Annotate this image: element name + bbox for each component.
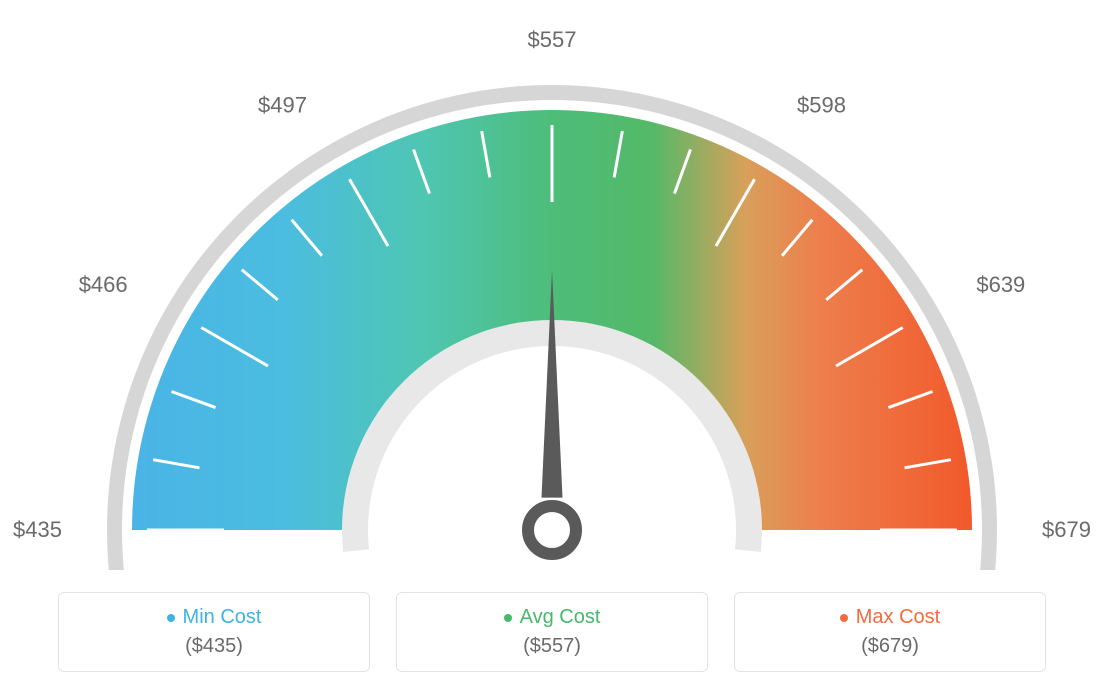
tick-label: $557 [528, 27, 577, 52]
legend-row: Min Cost ($435) Avg Cost ($557) Max Cost ($67… [0, 592, 1104, 672]
legend-dot-icon [504, 614, 512, 622]
legend-dot-icon [167, 614, 175, 622]
legend-label: Min Cost [183, 606, 262, 629]
legend-box: Max Cost ($679) [734, 592, 1046, 672]
tick-label: $639 [976, 272, 1025, 297]
legend-dot-icon [840, 614, 848, 622]
legend-value: ($435) [185, 635, 243, 658]
gauge-svg: $435 $466 $497 $557 $598 $639 $679 [0, 0, 1104, 570]
legend-value: ($679) [861, 635, 919, 658]
cost-gauge-chart: $435 $466 $497 $557 $598 $639 $679 Min Cost ($4… [0, 0, 1104, 690]
tick-label: $435 [13, 517, 62, 542]
legend-label: Avg Cost [520, 606, 601, 629]
legend-label-row: Avg Cost [504, 606, 601, 629]
needle-hub [528, 506, 576, 554]
legend-label-row: Min Cost [167, 606, 262, 629]
tick-label: $679 [1042, 517, 1091, 542]
tick-label: $598 [797, 93, 846, 118]
legend-box: Min Cost ($435) [58, 592, 370, 672]
tick-label: $497 [258, 93, 307, 118]
legend-value: ($557) [523, 635, 581, 658]
legend-label: Max Cost [856, 606, 940, 629]
legend-label-row: Max Cost [840, 606, 940, 629]
tick-label: $466 [79, 272, 128, 297]
legend-box: Avg Cost ($557) [396, 592, 708, 672]
